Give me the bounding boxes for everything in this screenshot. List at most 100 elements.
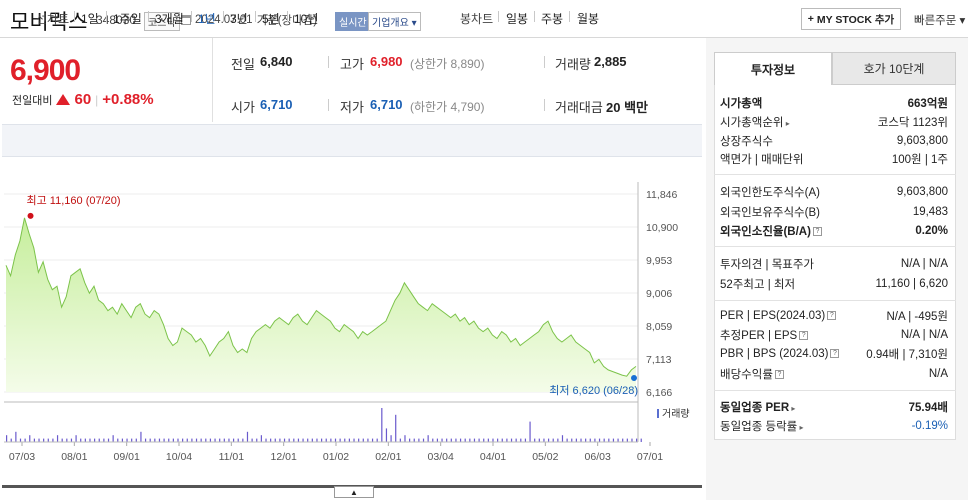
sector-per-value: 75.94배: [908, 402, 948, 414]
sector-chg-label: 동일업종 등락률: [720, 421, 798, 433]
volume-bar: [418, 438, 420, 442]
shares-label: 상장주식수: [720, 136, 773, 148]
tab-orderbook[interactable]: 호가 10단계: [832, 52, 956, 85]
volume-bar: [631, 438, 633, 442]
low-label: 저가: [340, 100, 364, 115]
quick-order-button[interactable]: 빠른주문 ▾: [914, 12, 965, 28]
info-row-sector-change[interactable]: 동일업종 등락률 ▸ -0.19%: [720, 417, 948, 435]
help-icon[interactable]: ?: [812, 227, 822, 237]
my-stock-add-button[interactable]: + MY STOCK 추가: [801, 8, 901, 30]
volume-bar: [358, 438, 360, 442]
volume-bar: [10, 438, 12, 442]
help-icon[interactable]: ?: [830, 349, 840, 359]
y-tick-label: 9,006: [646, 288, 672, 300]
up-triangle-icon: [56, 94, 71, 105]
opinion-value: N/A | N/A: [900, 258, 948, 270]
volume-bar: [311, 438, 313, 442]
volume-bar: [43, 438, 45, 442]
volume-bar: [246, 431, 249, 442]
chevron-right-icon: ▸: [783, 119, 790, 128]
volume-bar: [515, 438, 517, 442]
volume-bar: [594, 438, 596, 442]
x-tick-label: 06/03: [585, 451, 611, 463]
y-tick-label: 10,900: [646, 222, 678, 234]
volume-bar: [552, 438, 554, 442]
period-3y[interactable]: 3년: [230, 12, 248, 26]
period-5y[interactable]: 5년: [262, 12, 280, 26]
volume-bar: [24, 438, 26, 442]
chevron-down-icon: ▾: [956, 15, 966, 27]
volume-legend-swatch: [657, 409, 659, 418]
divider: [714, 390, 956, 391]
range-value: 11,160 | 6,620: [875, 278, 948, 290]
stock-name: 모비릭스: [10, 11, 88, 34]
volume-bar: [94, 438, 96, 442]
volume-bar: [603, 438, 605, 442]
period-3m[interactable]: 3개월: [155, 12, 184, 26]
shares-value: 9,603,800: [896, 135, 948, 147]
volume-bar: [441, 438, 443, 442]
period-1w[interactable]: 1주일: [113, 12, 142, 26]
volume-bar: [316, 438, 318, 442]
high-label: 고가: [340, 57, 364, 72]
mcap-rank-label: 시가총액순위: [720, 117, 784, 129]
tab-investment-info[interactable]: 투자정보: [714, 52, 832, 85]
volume-bar: [557, 438, 559, 442]
info-row-sector-per[interactable]: 동일업종 PER ▸ 75.94배: [720, 398, 948, 416]
volume-bar: [47, 438, 49, 442]
divider: [148, 11, 149, 22]
volume-bar: [501, 438, 503, 442]
volume-bar: [381, 408, 383, 442]
foreign-ratio-value: 0.20%: [915, 225, 948, 237]
x-tick-label: 02/01: [375, 451, 401, 463]
volume-bar: [561, 435, 564, 442]
volume-bar: [223, 438, 225, 442]
volume-bar: [256, 438, 258, 442]
volume-bar: [487, 438, 489, 442]
divider: [544, 99, 545, 111]
sector-per-label: 동일업종 PER: [720, 402, 790, 414]
volume-bar: [348, 438, 350, 442]
volume-bar: [279, 438, 281, 442]
market-badge: 코스닥: [144, 12, 180, 31]
help-icon[interactable]: ?: [774, 370, 784, 380]
volume-bar: [483, 438, 485, 442]
x-tick-label: 07/01: [637, 451, 663, 463]
calendar-icon: [181, 15, 191, 25]
y-tick-label: 8,059: [646, 321, 672, 333]
div-value: N/A: [928, 368, 948, 380]
period-1y[interactable]: 1년: [198, 12, 216, 26]
lower-limit: (하한가 4,790): [410, 100, 485, 114]
period-10y[interactable]: 10년: [294, 12, 319, 26]
candle-weekly[interactable]: 주봉: [541, 12, 564, 26]
candle-daily[interactable]: 일봉: [506, 12, 529, 26]
volume-bar: [302, 438, 304, 442]
help-icon[interactable]: ?: [799, 331, 809, 341]
candle-monthly[interactable]: 월봉: [577, 12, 600, 26]
volume-bar: [70, 438, 73, 442]
chevron-down-icon: ▾: [408, 18, 417, 29]
collapse-button[interactable]: ▲: [334, 486, 374, 498]
volume-bar: [66, 438, 68, 442]
volume-bar: [566, 438, 568, 442]
volume-bar: [182, 438, 184, 442]
company-info-dropdown[interactable]: 기업개요 ▾: [368, 12, 421, 31]
mcap-value: 663억원: [907, 98, 948, 110]
price-change: 전일대비 60 | +0.88%: [12, 91, 154, 108]
volume-bar: [617, 438, 619, 442]
volume-bar: [413, 438, 415, 442]
info-row-mcap-rank[interactable]: 시가총액순위 ▸ 코스닥 1123위: [720, 113, 948, 131]
help-icon[interactable]: ?: [827, 311, 837, 321]
est-per-label: 추정PER | EPS: [720, 330, 798, 342]
x-tick-label: 11/01: [219, 451, 245, 463]
volume-value: 2,885: [594, 54, 627, 69]
realtime-badge[interactable]: 실시간: [335, 12, 371, 31]
info-row-foreign-hold: 외국인보유주식수(B) 19,483: [720, 203, 948, 221]
y-tick-label: 9,953: [646, 255, 672, 267]
change-label: 전일대비: [12, 94, 53, 107]
volume-bar: [589, 438, 591, 442]
volume-bar: [330, 438, 332, 442]
price-chart[interactable]: 11,846 10,900 9,953 9,006 8,059 7,113 6,166 07…: [0, 158, 702, 484]
period-1d[interactable]: 1일: [81, 12, 99, 26]
volume-bar: [265, 438, 267, 442]
